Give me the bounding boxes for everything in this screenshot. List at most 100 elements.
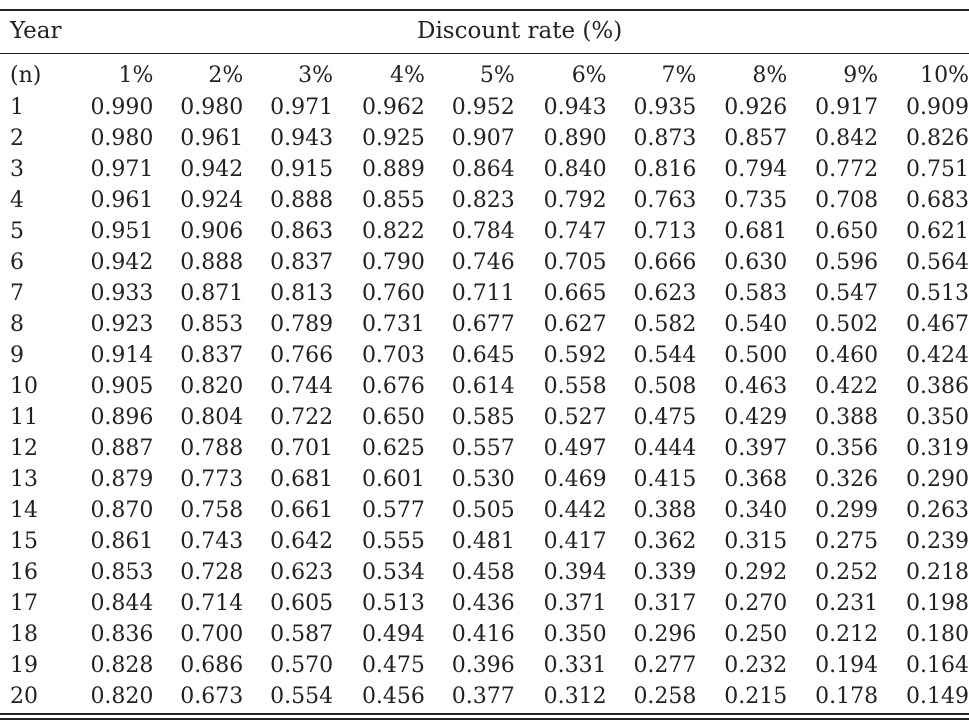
discount-factor-cell: 0.239 (906, 529, 969, 554)
rate-column-header: 1% (118, 63, 154, 88)
discount-factor-cell: 0.713 (633, 219, 697, 244)
year-cell: 19 (10, 653, 38, 678)
discount-factor-cell: 0.215 (724, 684, 788, 709)
discount-factor-cell: 0.863 (270, 219, 334, 244)
discount-factor-cell: 0.789 (270, 312, 334, 337)
discount-factor-cell: 0.804 (180, 405, 244, 430)
discount-factor-cell: 0.971 (270, 95, 334, 120)
year-cell: 16 (10, 560, 38, 585)
discount-factor-cell: 0.864 (451, 157, 515, 182)
discount-factor-cell: 0.871 (180, 281, 244, 306)
discount-factor-cell: 0.585 (451, 405, 515, 430)
year-cell: 18 (10, 622, 38, 647)
discount-factor-cell: 0.870 (90, 498, 154, 523)
discount-factor-cell: 0.773 (180, 467, 244, 492)
discount-factor-cell: 0.417 (543, 529, 607, 554)
discount-factor-cell: 0.650 (815, 219, 879, 244)
discount-factor-cell: 0.339 (633, 560, 697, 585)
discount-factor-cell: 0.861 (90, 529, 154, 554)
discount-factor-cell: 0.442 (543, 498, 607, 523)
discount-factor-cell: 0.494 (361, 622, 425, 647)
discount-factor-cell: 0.790 (361, 250, 425, 275)
discount-factor-cell: 0.731 (361, 312, 425, 337)
table-row: 1 0.990 0.980 0.971 0.962 0.952 0.943 0.935 0.92… (0, 92, 969, 123)
discount-factor-cell: 0.623 (270, 560, 334, 585)
year-cell: 12 (10, 436, 38, 461)
discount-factor-cell: 0.605 (270, 591, 334, 616)
discount-factor-cell: 0.822 (361, 219, 425, 244)
header-rule (0, 53, 969, 54)
discount-factor-cell: 0.218 (906, 560, 969, 585)
discount-factor-cell: 0.505 (451, 498, 515, 523)
discount-factor-cell: 0.583 (724, 281, 788, 306)
rate-column-header: 5% (479, 63, 515, 88)
discount-factor-cell: 0.826 (906, 126, 969, 151)
discount-factor-cell: 0.820 (180, 374, 244, 399)
discount-factor-cell: 0.642 (270, 529, 334, 554)
discount-factor-cell: 0.924 (180, 188, 244, 213)
discount-factor-cell: 0.534 (361, 560, 425, 585)
discount-factor-cell: 0.896 (90, 405, 154, 430)
discount-factor-cell: 0.377 (451, 684, 515, 709)
discount-factor-cell: 0.914 (90, 343, 154, 368)
discount-factor-cell: 0.828 (90, 653, 154, 678)
table-row: 5 0.951 0.906 0.863 0.822 0.784 0.747 0.713 0.68… (0, 216, 969, 247)
discount-factor-cell: 0.666 (633, 250, 697, 275)
discount-factor-cell: 0.270 (724, 591, 788, 616)
table-row: 18 0.836 0.700 0.587 0.494 0.416 0.350 0.296 0.2… (0, 619, 969, 650)
discount-factor-cell: 0.231 (815, 591, 879, 616)
discount-factor-cell: 0.758 (180, 498, 244, 523)
discount-factor-cell: 0.980 (90, 126, 154, 151)
rate-column-header: 10% (920, 63, 969, 88)
discount-factor-cell: 0.837 (180, 343, 244, 368)
discount-factor-cell: 0.544 (633, 343, 697, 368)
discount-factor-cell: 0.164 (906, 653, 969, 678)
discount-factor-cell: 0.350 (906, 405, 969, 430)
discount-factor-cell: 0.889 (361, 157, 425, 182)
table-row: 6 0.942 0.888 0.837 0.790 0.746 0.705 0.666 0.63… (0, 247, 969, 278)
year-cell: 4 (10, 188, 24, 213)
discount-factor-cell: 0.194 (815, 653, 879, 678)
discount-factor-cell: 0.744 (270, 374, 334, 399)
discount-factor-cell: 0.708 (815, 188, 879, 213)
discount-factor-cell: 0.792 (543, 188, 607, 213)
discount-factor-cell: 0.513 (361, 591, 425, 616)
discount-factor-cell: 0.971 (90, 157, 154, 182)
discount-factor-cell: 0.917 (815, 95, 879, 120)
discount-factor-cell: 0.747 (543, 219, 607, 244)
discount-factor-cell: 0.508 (633, 374, 697, 399)
discount-factor-cell: 0.277 (633, 653, 697, 678)
table-row: 4 0.961 0.924 0.888 0.855 0.823 0.792 0.763 0.73… (0, 185, 969, 216)
discount-factor-cell: 0.388 (633, 498, 697, 523)
discount-factor-cell: 0.422 (815, 374, 879, 399)
discount-factor-cell: 0.942 (90, 250, 154, 275)
discount-factor-cell: 0.990 (90, 95, 154, 120)
discount-factor-cell: 0.475 (633, 405, 697, 430)
discount-factor-cell: 0.943 (543, 95, 607, 120)
discount-factor-cell: 0.836 (90, 622, 154, 647)
discount-factor-cell: 0.481 (451, 529, 515, 554)
discount-factor-cell: 0.460 (815, 343, 879, 368)
discount-factor-cell: 0.386 (906, 374, 969, 399)
discount-factor-cell: 0.905 (90, 374, 154, 399)
discount-factor-cell: 0.500 (724, 343, 788, 368)
discount-factor-cell: 0.705 (543, 250, 607, 275)
discount-factor-cell: 0.942 (180, 157, 244, 182)
year-cell: 2 (10, 126, 24, 151)
discount-factor-cell: 0.275 (815, 529, 879, 554)
year-cell: 1 (10, 95, 24, 120)
discount-factor-cell: 0.350 (543, 622, 607, 647)
discount-factor-cell: 0.315 (724, 529, 788, 554)
discount-factor-cell: 0.677 (451, 312, 515, 337)
discount-factor-cell: 0.701 (270, 436, 334, 461)
discount-factor-cell: 0.711 (451, 281, 515, 306)
year-cell: 3 (10, 157, 24, 182)
table-row: 20 0.820 0.673 0.554 0.456 0.377 0.312 0.258 0.2… (0, 681, 969, 712)
discount-factor-cell: 0.397 (724, 436, 788, 461)
table-row: 16 0.853 0.728 0.623 0.534 0.458 0.394 0.339 0.2… (0, 557, 969, 588)
discount-factor-cell: 0.458 (451, 560, 515, 585)
discount-factor-cell: 0.394 (543, 560, 607, 585)
discount-factor-cell: 0.582 (633, 312, 697, 337)
discount-factor-cell: 0.180 (906, 622, 969, 647)
discount-factor-cell: 0.890 (543, 126, 607, 151)
